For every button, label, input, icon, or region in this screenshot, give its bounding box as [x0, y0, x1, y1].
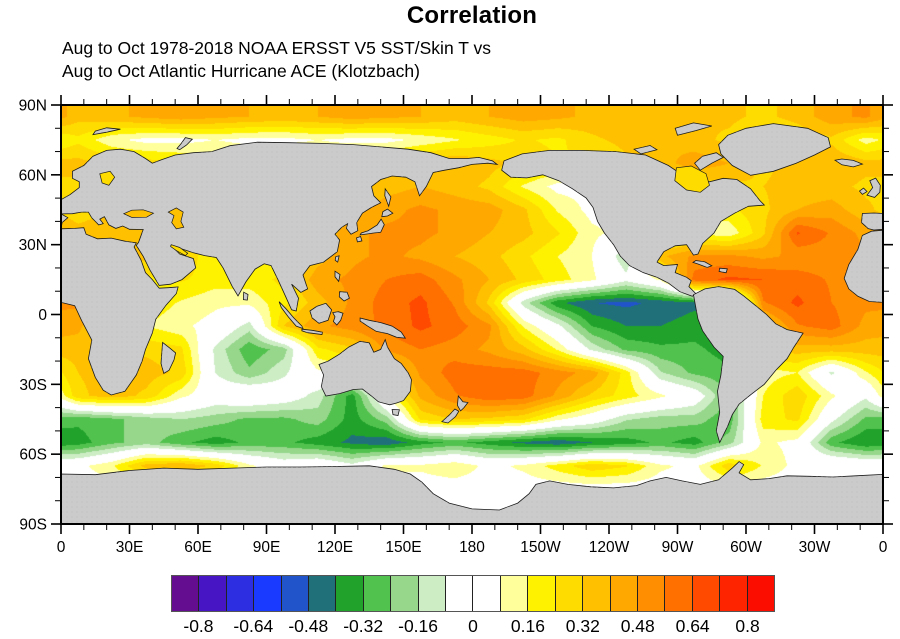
colorbar-cell — [446, 576, 474, 611]
colorbar-cell — [637, 576, 666, 611]
baltic-sea — [99, 170, 116, 186]
subtitle-line-1: Aug to Oct 1978-2018 NOAA ERSST V5 SST/S… — [62, 38, 491, 58]
x-tick-label: 0 — [879, 539, 888, 556]
colorbar-tick-label: 0.32 — [565, 616, 600, 636]
x-tick-label: 0 — [57, 539, 66, 556]
x-tick-label: 150W — [520, 539, 561, 556]
landmass-layer — [61, 122, 883, 524]
colorbar-cell — [336, 576, 364, 611]
y-tick-label: 90N — [19, 98, 47, 115]
colorbar-tick-label: 0.16 — [510, 616, 545, 636]
colorbar-tick-label: 0.48 — [620, 616, 655, 636]
y-tick-label: 0 — [38, 307, 47, 324]
colorbar-cell — [665, 576, 693, 611]
colorbar-cell — [747, 576, 774, 611]
x-tick-label: 30W — [799, 539, 831, 556]
colorbar-tick-label: 0.8 — [735, 616, 760, 636]
y-tick-label: 60N — [19, 167, 47, 184]
page-title: Correlation — [406, 2, 538, 29]
x-tick-label: 120W — [589, 539, 630, 556]
colorbar-cell — [391, 576, 419, 611]
y-tick-label: 90S — [19, 517, 47, 534]
x-tick-label: 90W — [662, 539, 694, 556]
colorbar-cell — [720, 576, 748, 611]
colorbar-cell — [309, 576, 337, 611]
axis-ticks — [51, 95, 893, 534]
colorbar-cell — [555, 576, 584, 611]
x-tick-label: 60E — [184, 539, 212, 556]
colorbar-tick-label: -0.48 — [288, 616, 329, 636]
subtitle-line-2: Aug to Oct Atlantic Hurricane ACE (Klotz… — [62, 61, 420, 81]
colorbar-cell — [172, 576, 200, 611]
x-tick-label: 60W — [730, 539, 762, 556]
x-tick-label: 120E — [317, 539, 353, 556]
x-tick-label: 30E — [116, 539, 144, 556]
colorbar-cell — [610, 576, 638, 611]
black-sea — [122, 209, 155, 218]
x-tick-label: 180 — [459, 539, 485, 556]
colorbar-tick-label: -0.8 — [183, 616, 214, 636]
hudson-bay — [674, 165, 710, 193]
y-tick-label: 30N — [19, 237, 47, 254]
colorbar-tick-label: -0.32 — [343, 616, 384, 636]
colorbar-cell — [254, 576, 282, 611]
colorbar-cell — [528, 576, 556, 611]
colorbar-cell — [363, 576, 392, 611]
y-tick-label: 30S — [19, 377, 47, 394]
colorbar-tick-label: 0 — [468, 616, 478, 636]
colorbar-cell — [500, 576, 529, 611]
colorbar-cell — [583, 576, 611, 611]
colorbar — [171, 575, 775, 612]
y-tick-label: 60S — [19, 447, 47, 464]
colorbar-cell — [418, 576, 447, 611]
x-tick-label: 150E — [385, 539, 421, 556]
colorbar-cell — [199, 576, 227, 611]
colorbar-cell — [473, 576, 501, 611]
colorbar-tick-label: -0.64 — [233, 616, 274, 636]
x-tick-label: 90E — [253, 539, 281, 556]
colorbar-cell — [692, 576, 721, 611]
caspian-sea — [167, 207, 185, 230]
colorbar-cell — [226, 576, 255, 611]
colorbar-tick-label: -0.16 — [398, 616, 439, 636]
persian-gulf — [170, 244, 189, 257]
colorbar-cell — [281, 576, 310, 611]
colorbar-tick-label: 0.64 — [675, 616, 710, 636]
